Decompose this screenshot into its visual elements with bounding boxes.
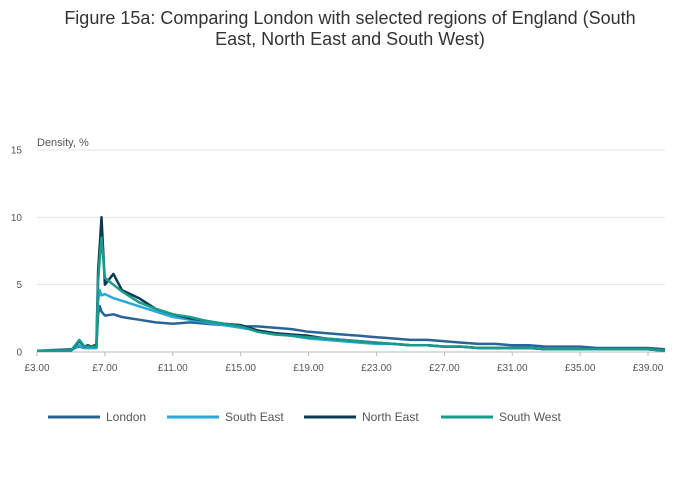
y-axis-ticks: 0 5 10 15 <box>11 146 23 359</box>
legend-label: South West <box>499 410 561 424</box>
x-tick-label: £39.00 <box>633 363 664 374</box>
y-tick-label: 15 <box>11 146 23 157</box>
gridlines <box>37 149 665 286</box>
x-tick-label: £35.00 <box>565 363 596 374</box>
x-tick-label: £7.00 <box>92 363 117 374</box>
legend-label: North East <box>362 410 419 424</box>
legend-label: South East <box>225 410 284 424</box>
x-tick-label: £31.00 <box>497 363 528 374</box>
series-line-north-east <box>37 216 666 352</box>
chart-title-line-1: Figure 15a: Comparing London with select… <box>64 8 636 28</box>
series-line-london <box>36 304 666 352</box>
y-tick-label: 0 <box>16 348 22 359</box>
x-axis-ticks: £3.00 £7.00 £11.00 £15.00 £19.00 £23.00 £27.00… <box>24 352 664 374</box>
legend: London South East North East South West <box>48 410 561 424</box>
chart-title: Figure 15a: Comparing London with select… <box>0 8 700 50</box>
x-tick-label: £19.00 <box>293 363 324 374</box>
x-tick-label: £15.00 <box>225 363 256 374</box>
y-tick-label: 5 <box>16 280 22 291</box>
series-line-south-west <box>37 236 666 352</box>
x-tick-label: £23.00 <box>361 363 392 374</box>
chart-title-line-2: East, North East and South West) <box>215 29 485 49</box>
x-tick-label: £3.00 <box>24 363 49 374</box>
y-tick-label: 10 <box>11 213 23 224</box>
x-tick-label: £27.00 <box>429 363 460 374</box>
y-axis-label: Density, % <box>37 137 89 149</box>
series-lines <box>36 216 666 352</box>
legend-label: London <box>106 410 146 424</box>
x-tick-label: £11.00 <box>158 363 188 374</box>
